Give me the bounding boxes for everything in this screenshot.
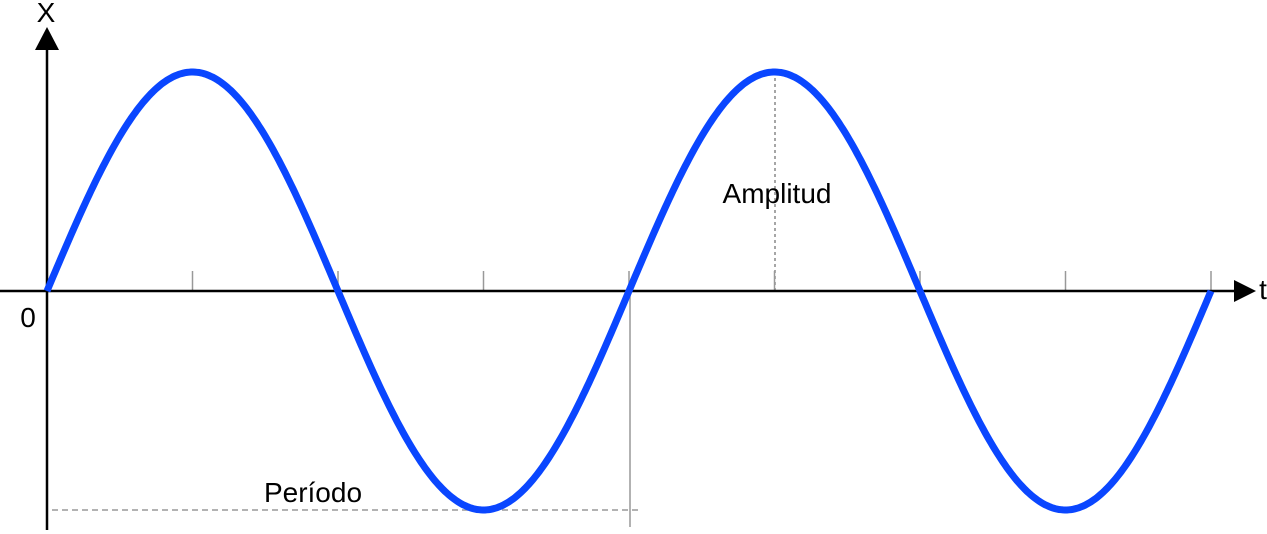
y-axis-label: X (37, 0, 56, 28)
sine-wave (43, 68, 1215, 514)
x-axis-arrow (1234, 280, 1256, 302)
period-label: Período (264, 477, 362, 508)
ticks (191, 271, 1212, 291)
x-axis-label: t (1259, 274, 1267, 305)
y-axis-arrow (35, 27, 59, 50)
amplitude-label: Amplitud (723, 178, 832, 209)
guides (52, 72, 776, 527)
origin-label: 0 (20, 302, 36, 333)
